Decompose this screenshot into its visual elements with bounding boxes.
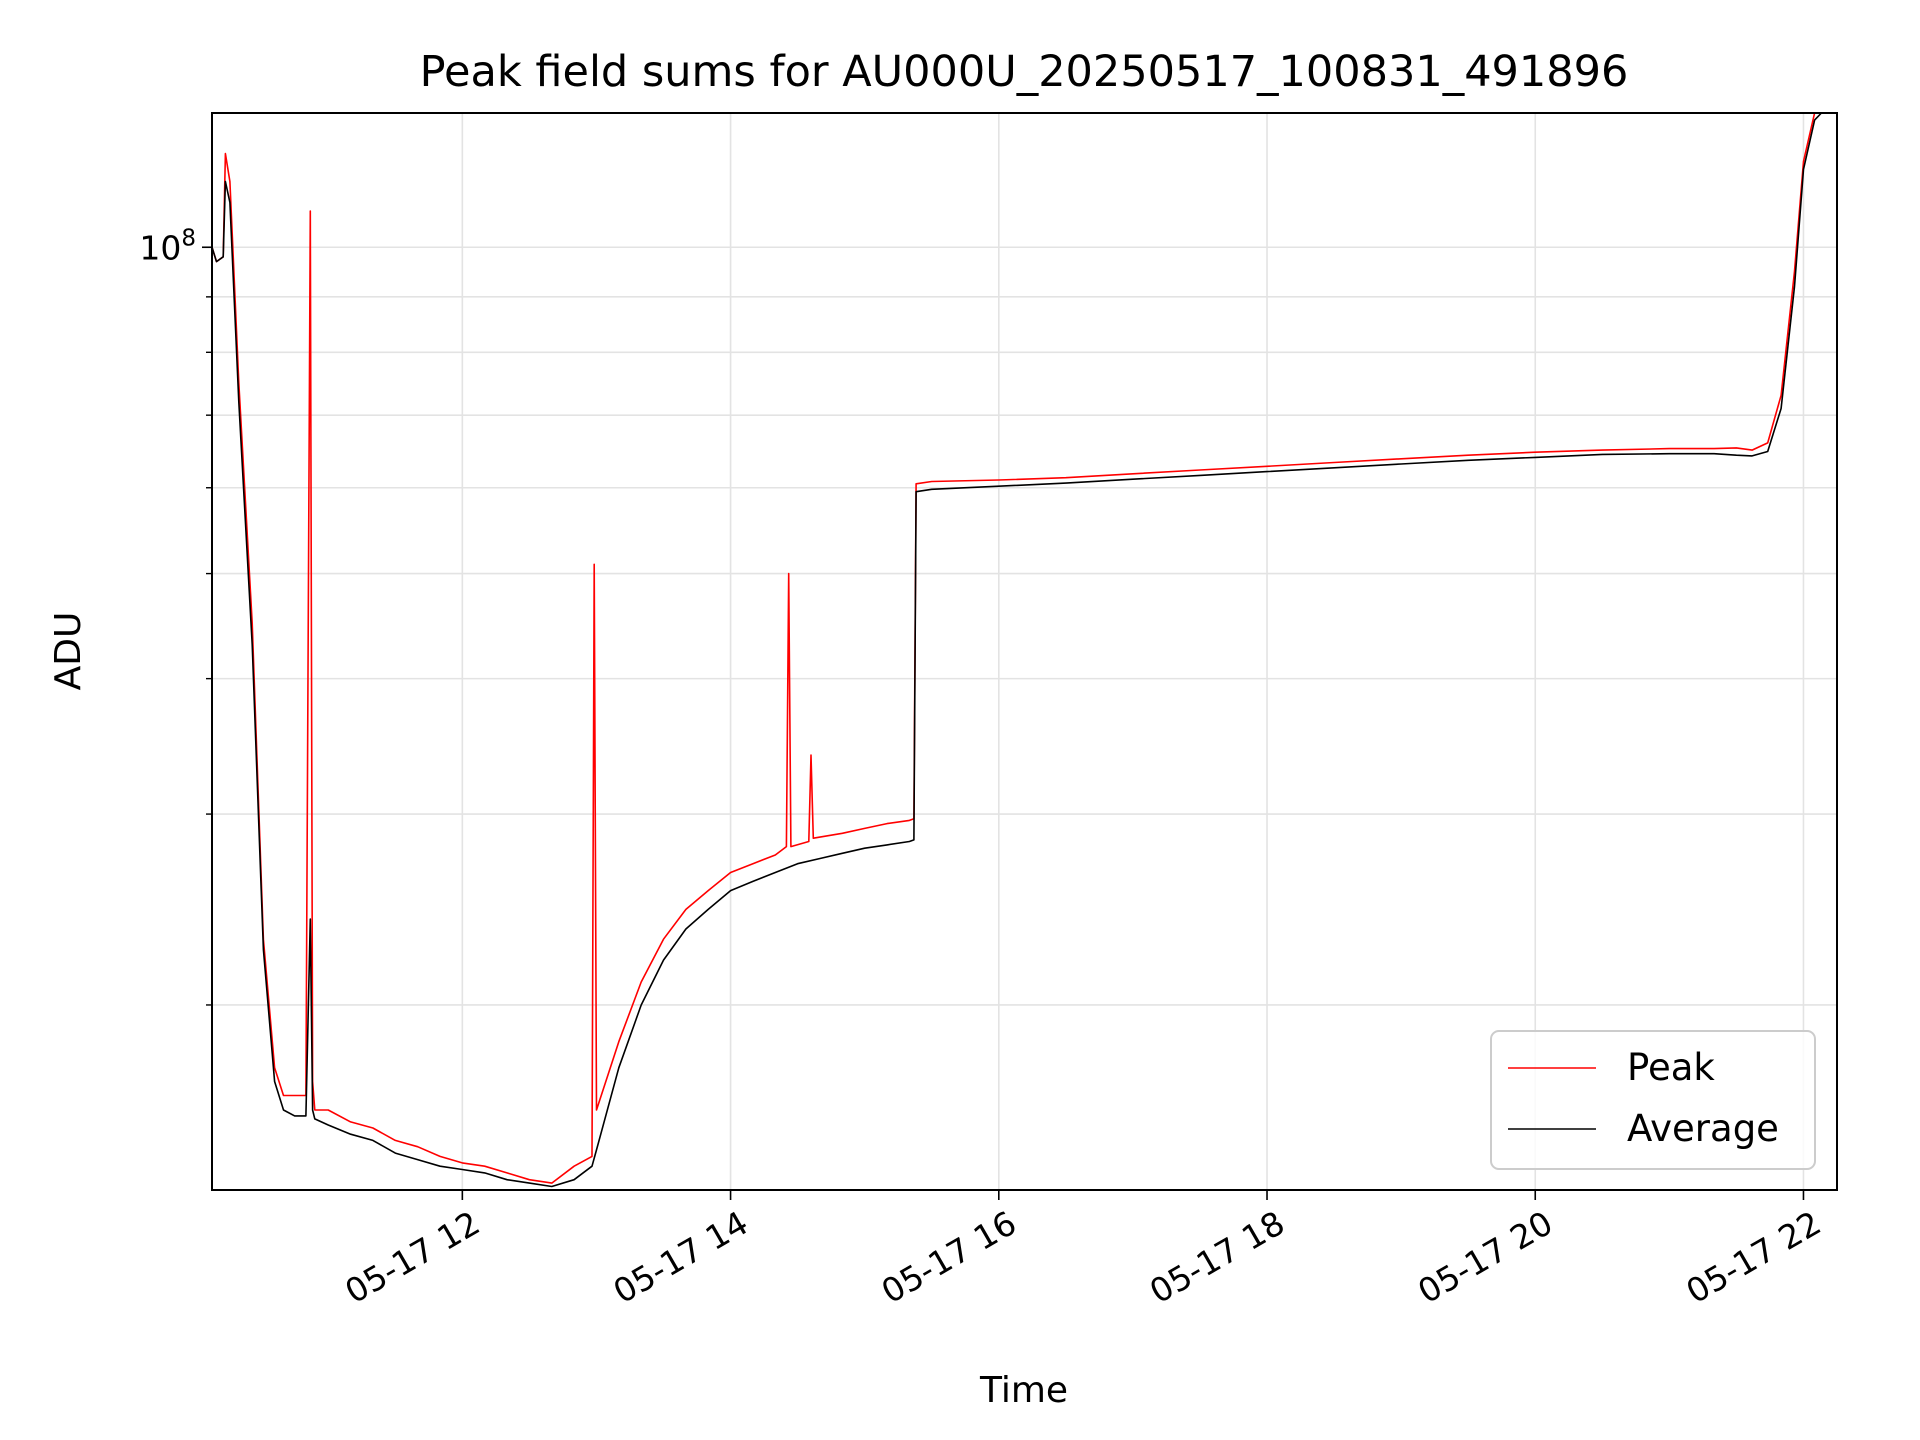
legend-box: [1490, 1030, 1816, 1170]
legend-label-peak: Peak: [1627, 1046, 1715, 1089]
x-axis-label: Time: [979, 1370, 1068, 1411]
y-axis-ticks: 108: [139, 225, 212, 1006]
y-tick-label: 108: [139, 225, 196, 267]
series-layer: [211, 112, 1837, 1188]
legend-label-average: Average: [1627, 1107, 1779, 1150]
series-line-average: [211, 112, 1837, 1188]
grid: [212, 113, 1837, 1190]
series-line-peak: [211, 112, 1837, 1184]
chart-title: Peak field sums for AU000U_20250517_1008…: [420, 47, 1629, 97]
plot-frame: [211, 112, 1838, 1191]
y-axis-label: ADU: [48, 612, 89, 691]
legend: Peak Average: [1490, 1030, 1816, 1170]
